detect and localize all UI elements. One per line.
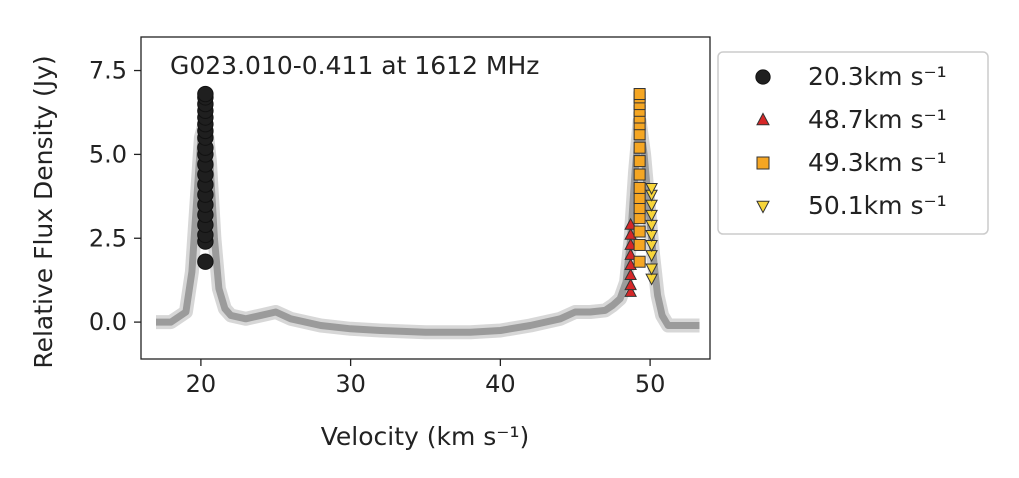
legend-marker-4: [756, 200, 770, 214]
legend: 20.3km s⁻¹ 48.7km s⁻¹ 49.3km s⁻¹ 50.1km …: [717, 51, 989, 235]
legend-marker-2: [756, 112, 770, 126]
spectrum-line: [156, 117, 700, 336]
y-axis-label: Relative Flux Density (Jy): [29, 55, 58, 368]
legend-marker-3: [756, 156, 770, 170]
series-3-point: [633, 155, 646, 168]
series-3-point: [633, 128, 646, 141]
background-spectrum: [156, 113, 700, 340]
plot-frame: [140, 36, 711, 360]
plot-title: G023.010-0.411 at 1612 MHz: [170, 51, 539, 80]
series-2: [624, 217, 637, 297]
series-1: [197, 85, 214, 270]
series-2-point: [624, 217, 637, 230]
y-tick-label: 0.0: [89, 308, 127, 336]
series-3: [633, 88, 646, 268]
y-tick-label: 5.0: [89, 140, 127, 168]
x-axis-label: Velocity (km s⁻¹): [321, 422, 530, 451]
series-3-point: [633, 181, 646, 194]
series-2-point: [624, 237, 637, 250]
y-tick-label: 7.5: [89, 57, 127, 85]
series-3-point: [633, 168, 646, 181]
series-layer: [197, 85, 658, 297]
series-3-point: [633, 212, 646, 225]
ticks-layer: 20 30 40 50 0.0 2.5 5.0 7.5: [89, 57, 666, 398]
x-tick-label: 40: [485, 370, 516, 398]
series-4: [645, 183, 658, 286]
series-2-point: [624, 227, 637, 240]
legend-label-4: 50.1km s⁻¹: [808, 191, 947, 220]
series-3-point: [633, 238, 646, 251]
legend-label-3: 49.3km s⁻¹: [808, 148, 947, 177]
x-tick-label: 20: [186, 370, 217, 398]
series-2-point: [624, 257, 637, 270]
series-1-point: [197, 85, 214, 103]
series-3-point: [633, 141, 646, 154]
series-2-point: [624, 247, 637, 260]
y-tick-label: 2.5: [89, 224, 127, 252]
legend-marker-1: [755, 69, 771, 85]
series-4-point: [645, 183, 658, 196]
x-tick-label: 50: [635, 370, 666, 398]
series-3-point: [633, 202, 646, 215]
series-4-point: [645, 263, 658, 276]
legend-box: [717, 51, 989, 235]
series-3-point: [633, 255, 646, 268]
series-3-point: [633, 225, 646, 238]
series-2-point: [624, 268, 637, 281]
x-tick-label: 30: [335, 370, 366, 398]
series-3-point: [633, 192, 646, 204]
series-2-point: [624, 284, 637, 297]
legend-label-2: 48.7km s⁻¹: [808, 105, 947, 134]
series-1-point: [197, 253, 214, 270]
series-3-point: [633, 88, 646, 101]
legend-markers: [755, 69, 771, 214]
legend-label-1: 20.3km s⁻¹: [808, 62, 947, 91]
series-2-point: [624, 278, 637, 291]
